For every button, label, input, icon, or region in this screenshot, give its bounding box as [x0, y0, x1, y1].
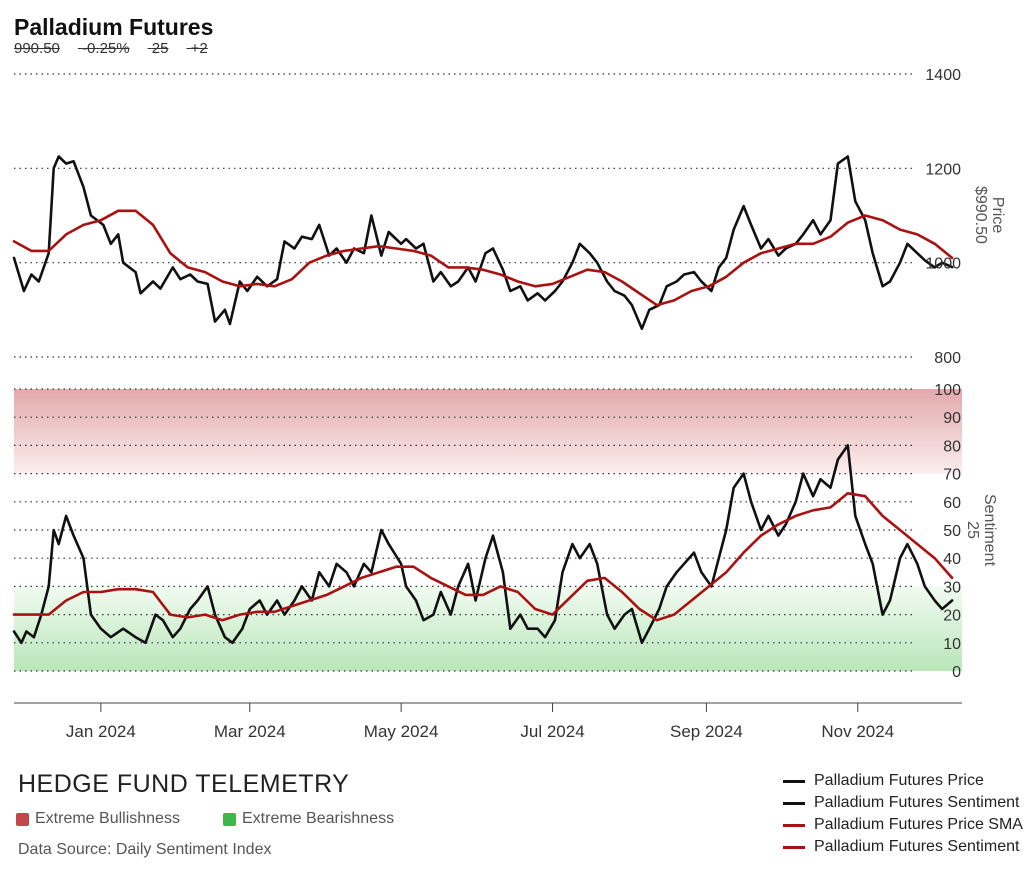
legend-item-price-sma[interactable]: Palladium Futures Price SMA	[783, 814, 1024, 836]
bearish-zone	[14, 586, 962, 671]
sentiment-tick-label: 50	[943, 523, 961, 540]
zone-legend-bearish: Extreme Bearishness	[223, 810, 394, 828]
legend-line-icon	[783, 779, 805, 783]
x-tick-label: Sep 2024	[670, 722, 743, 741]
legend-label: Palladium Futures Sentiment	[814, 794, 1020, 811]
bullish-swatch	[16, 812, 29, 826]
sentiment-tick-label: 100	[934, 382, 961, 399]
zone-legend-bullish: Extreme Bullishness	[16, 810, 180, 828]
brand-name: HEDGE FUND TELEMETRY	[18, 770, 350, 798]
legend-label: Palladium Futures Price SMA	[814, 816, 1023, 833]
price-tick-label: 1000	[925, 256, 961, 273]
x-tick-label: Jul 2024	[520, 722, 584, 741]
bullish-zone	[14, 389, 962, 474]
legend-label: Palladium Futures Price	[814, 772, 984, 789]
sentiment-axis-title: Sentiment25	[964, 494, 998, 567]
x-tick-label: Mar 2024	[214, 722, 286, 741]
sentiment-tick-label: 20	[943, 608, 961, 625]
chart-title: Palladium Futures	[14, 14, 214, 40]
data-source: Data Source: Daily Sentiment Index	[18, 841, 272, 858]
price-tick-label: 800	[934, 350, 961, 367]
sentiment-tick-label: 10	[943, 636, 961, 653]
price-tick-label: 1200	[925, 161, 961, 178]
price-tick-label: 1400	[925, 67, 961, 84]
stat-change: -0.25%	[82, 40, 130, 57]
legend-line-icon	[783, 801, 805, 805]
legend-item-sentiment[interactable]: Palladium Futures Sentiment	[783, 792, 1024, 814]
sentiment-tick-label: 0	[952, 664, 961, 681]
sentiment-tick-label: 80	[943, 438, 961, 455]
legend-item-sentiment-sma[interactable]: Palladium Futures Sentiment SMA	[783, 836, 1024, 858]
sentiment-tick-label: 30	[943, 579, 961, 596]
bearish-label: Extreme Bearishness	[242, 810, 395, 827]
stat-price: 990.50	[14, 40, 60, 57]
price-axis-title: Price$990.50	[972, 186, 1006, 244]
sentiment-tick-label: 40	[943, 551, 961, 568]
x-tick-label: Nov 2024	[821, 722, 894, 741]
legend-item-price[interactable]: Palladium Futures Price	[783, 770, 1024, 792]
bullish-label: Extreme Bullishness	[35, 810, 180, 827]
header-stats: 990.50 -0.25% 25 +2	[14, 40, 226, 57]
legend-label: Palladium Futures Sentiment SMA	[814, 838, 1024, 855]
legend-line-icon	[783, 845, 805, 849]
sentiment-series-line	[12, 444, 954, 645]
series-legend: Palladium Futures Price Palladium Future…	[783, 770, 1024, 858]
sentiment-series-line	[12, 491, 954, 622]
price-series-line	[12, 209, 954, 307]
sentiment-tick-label: 90	[943, 410, 961, 427]
sentiment-tick-label: 70	[943, 467, 961, 484]
x-tick-label: Jan 2024	[66, 722, 136, 741]
x-tick-label: May 2024	[364, 722, 439, 741]
legend-line-icon	[783, 823, 805, 827]
stat-sentiment: 25	[151, 40, 169, 57]
stat-sentiment-change: +2	[190, 40, 208, 57]
sentiment-tick-label: 60	[943, 495, 961, 512]
bearish-swatch	[223, 812, 236, 826]
